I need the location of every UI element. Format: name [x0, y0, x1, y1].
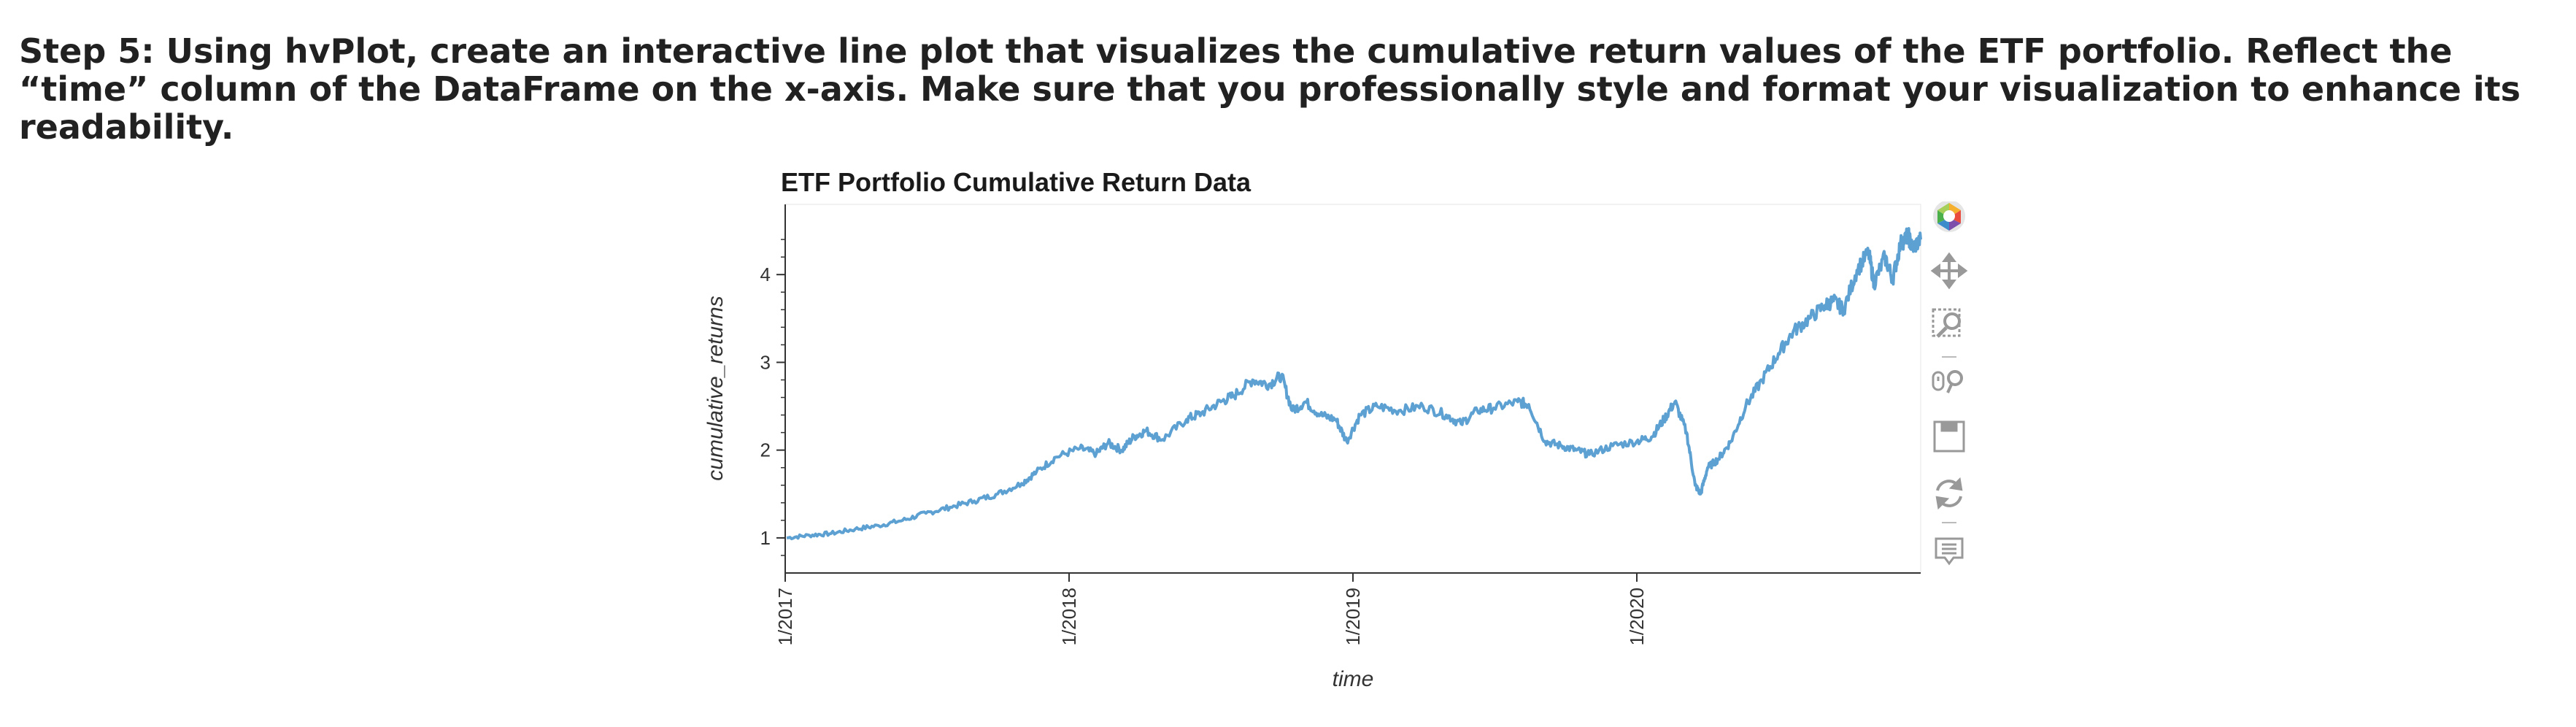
y-tick-label: 2 [760, 439, 771, 461]
y-tick-label: 4 [760, 264, 771, 285]
x-tick-label: 1/2017 [774, 588, 796, 646]
reset-icon[interactable] [1935, 477, 1963, 510]
x-axis-label: time [1333, 667, 1374, 691]
y-tick-label: 3 [760, 351, 771, 373]
hover-icon[interactable] [1935, 537, 1964, 566]
step-instruction: Step 5: Using hvPlot, create an interact… [19, 31, 2521, 147]
x-tick-label: 1/2019 [1342, 588, 1364, 646]
y-tick-label: 1 [760, 527, 771, 549]
x-axis-ticks: 1/2017 1/2018 1/2019 1/2020 [774, 573, 1648, 646]
box-zoom-icon[interactable] [1932, 308, 1961, 338]
save-icon[interactable] [1933, 420, 1965, 453]
chart-title: ETF Portfolio Cumulative Return Data [781, 167, 1252, 197]
plot-toolbar [1924, 201, 1975, 581]
y-axis-ticks: 1 2 3 4 [760, 239, 785, 556]
x-tick-label: 1/2018 [1058, 588, 1080, 646]
bokeh-logo-icon[interactable] [1933, 201, 1965, 232]
plot-area[interactable] [784, 204, 1921, 574]
x-tick-label: 1/2020 [1626, 588, 1648, 646]
y-axis-label: cumulative_returns [703, 296, 728, 480]
plot-container[interactable]: ETF Portfolio Cumulative Return Data 1 2 3… [671, 153, 1978, 708]
line-chart[interactable]: ETF Portfolio Cumulative Return Data 1 2 3… [671, 153, 1978, 708]
wheel-zoom-icon[interactable] [1932, 370, 1963, 393]
series-line[interactable] [786, 227, 1922, 541]
pan-icon[interactable] [1930, 252, 1968, 290]
